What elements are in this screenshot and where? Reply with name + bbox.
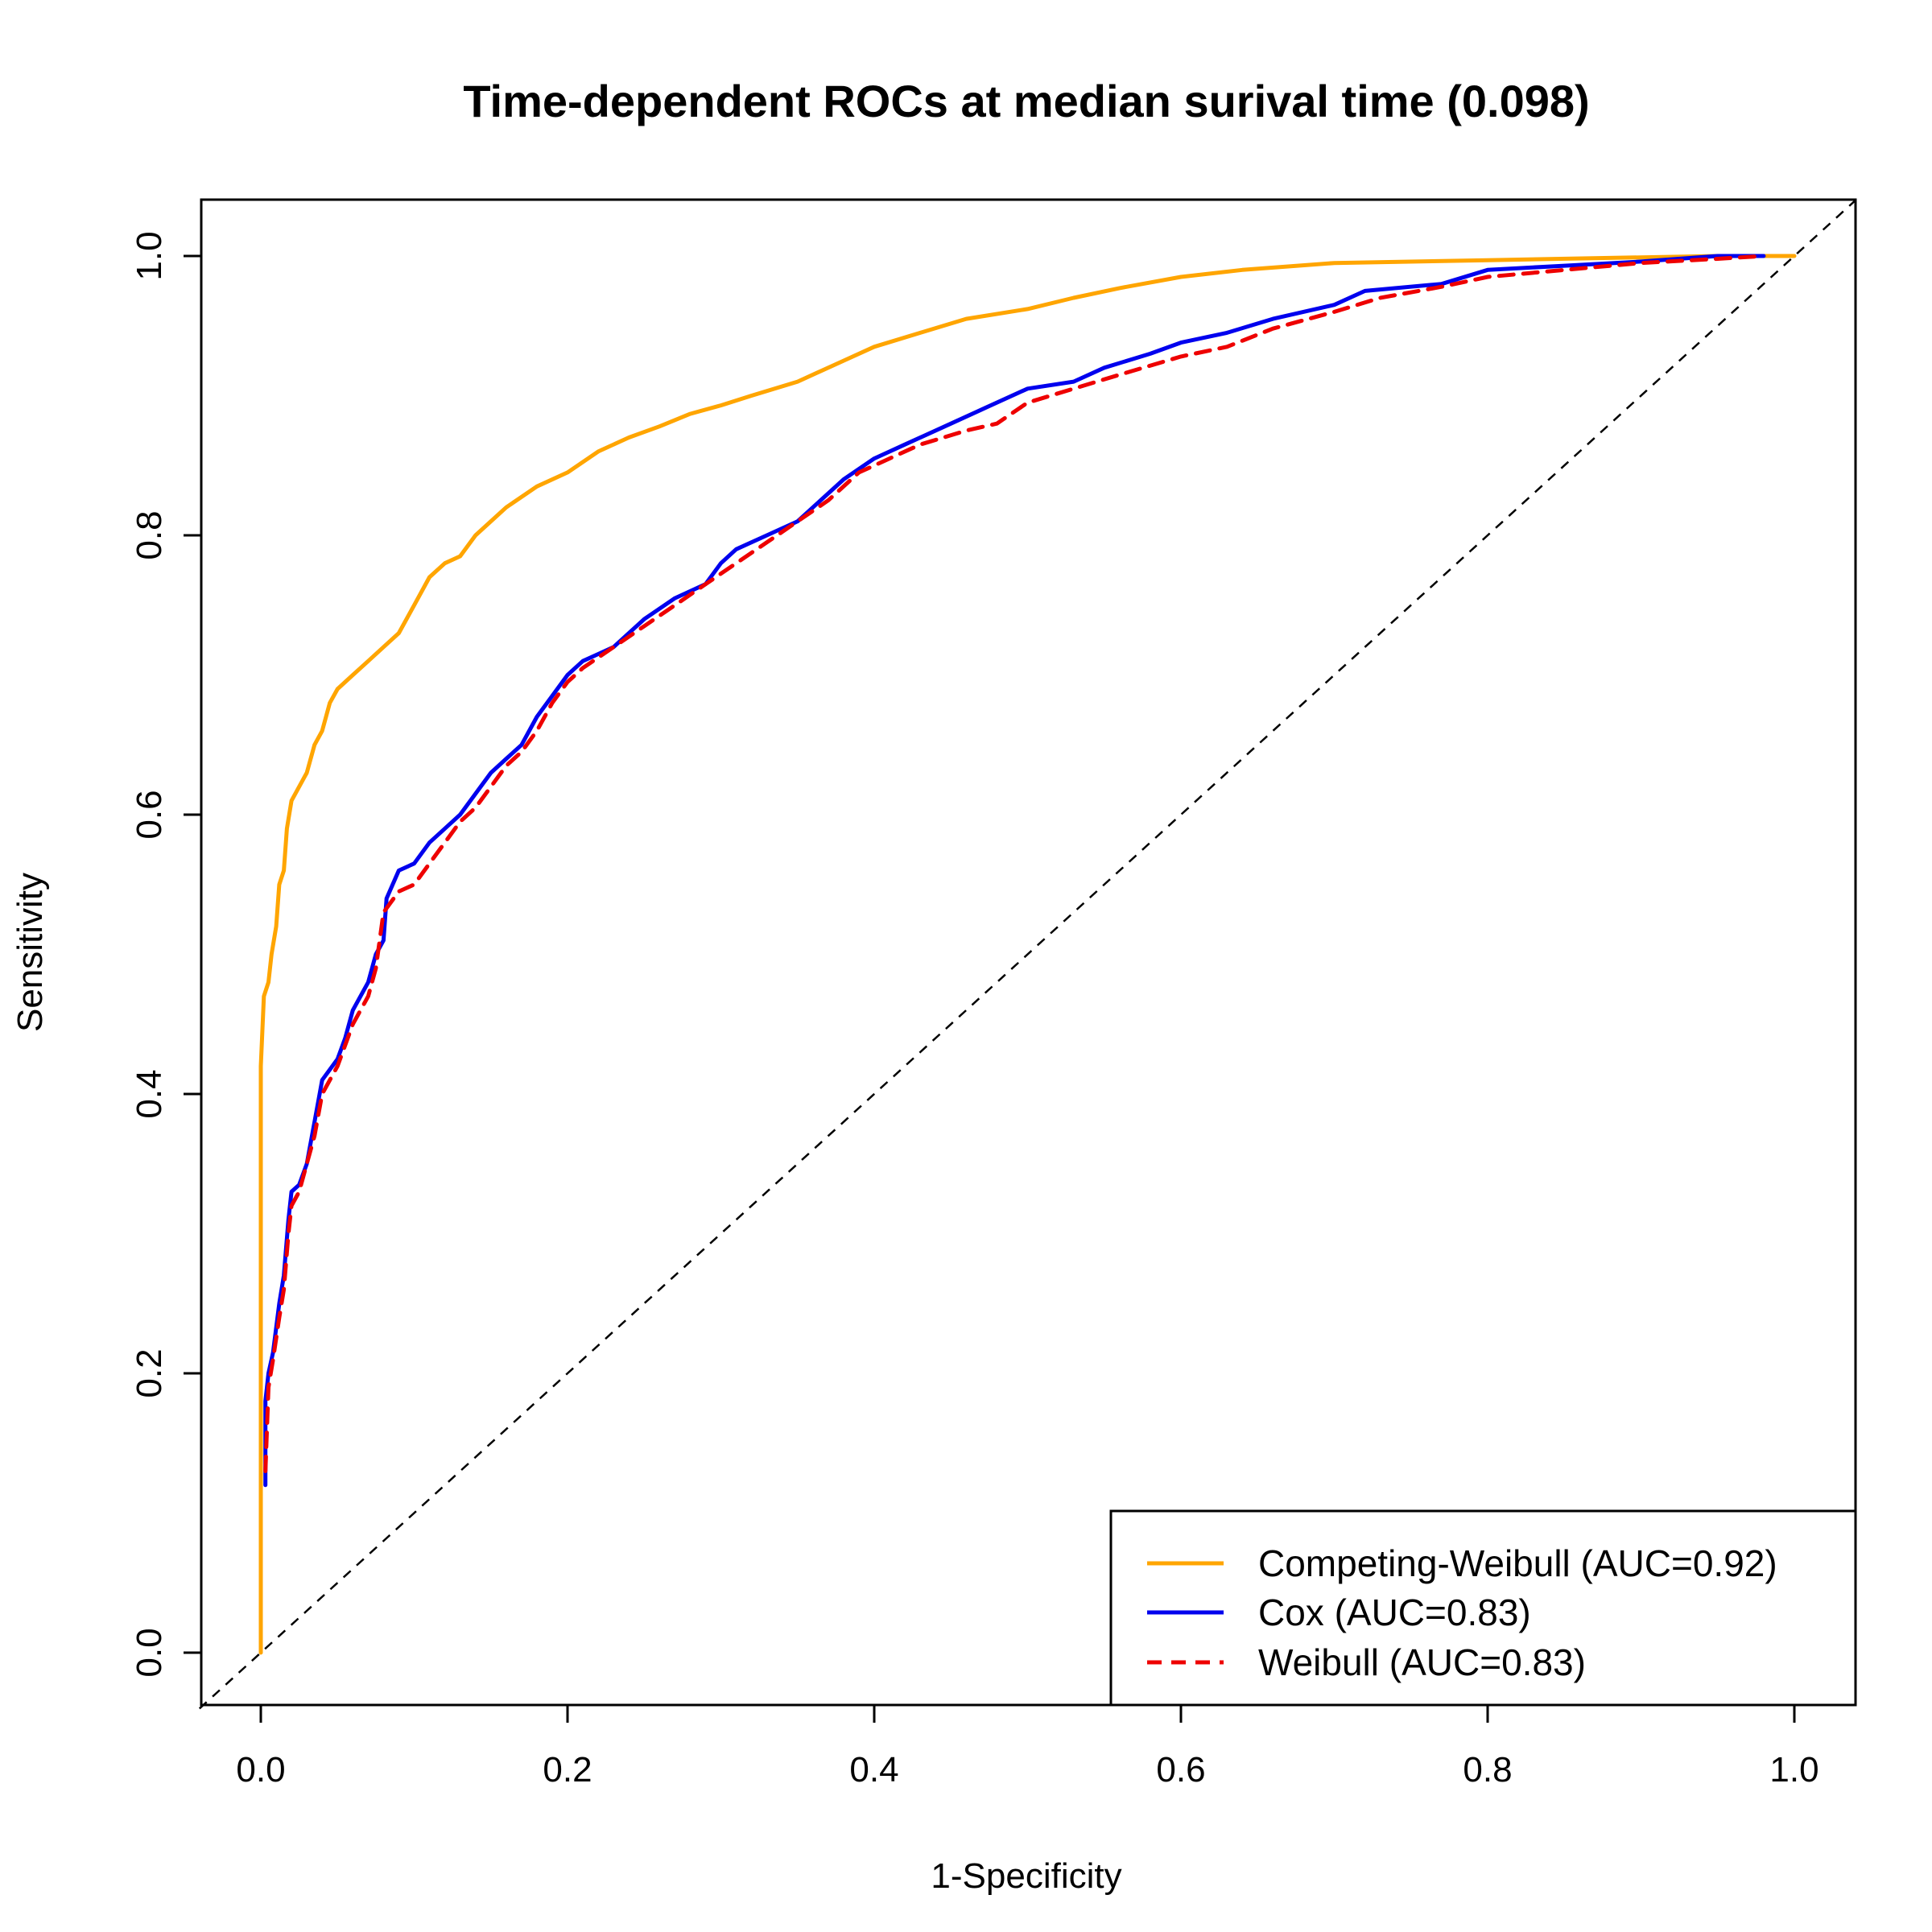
legend-label-2: Cox (AUC=0.83) [1258, 1591, 1531, 1633]
legend-label-3: Weibull (AUC=0.83) [1258, 1641, 1586, 1683]
legend-box [1109, 1509, 1857, 1707]
legend-label-1: Competing-Weibull (AUC=0.92) [1258, 1542, 1777, 1584]
y-tick-label: 0.6 [130, 790, 169, 839]
legend: Competing-Weibull (AUC=0.92) Cox (AUC=0.8… [1109, 1509, 1857, 1707]
x-tick-label: 0.2 [543, 1750, 592, 1790]
x-axis-label: 1-Specificity [931, 1856, 1121, 1896]
series-line-2 [263, 254, 1766, 1488]
y-tick-label: 1.0 [130, 231, 169, 280]
y-tick-label: 0.8 [130, 510, 169, 559]
y-axis: 0.0 0.2 0.4 0.6 0.8 1.0 [130, 231, 203, 1678]
chart-title: Time-dependent ROCs at median surival ti… [463, 76, 1589, 126]
x-tick-label: 0.6 [1156, 1750, 1205, 1790]
x-tick-label: 0.4 [849, 1750, 898, 1790]
x-axis: 0.0 0.2 0.4 0.6 0.8 1.0 [236, 1703, 1819, 1790]
series-line-3 [263, 254, 1766, 1473]
reference-diagonal [198, 199, 1857, 1710]
x-tick-label: 0.0 [236, 1750, 285, 1790]
x-tick-label: 0.8 [1463, 1750, 1512, 1790]
y-tick-label: 0.4 [130, 1069, 169, 1118]
reference-diagonal-line [198, 199, 1857, 1710]
y-axis-label: Sensitivity [10, 873, 50, 1032]
y-tick-label: 0.0 [130, 1628, 169, 1677]
x-tick-label: 1.0 [1769, 1750, 1818, 1790]
series-layer [258, 254, 1797, 1655]
y-tick-label: 0.2 [130, 1348, 169, 1397]
series-line-1 [258, 254, 1797, 1655]
